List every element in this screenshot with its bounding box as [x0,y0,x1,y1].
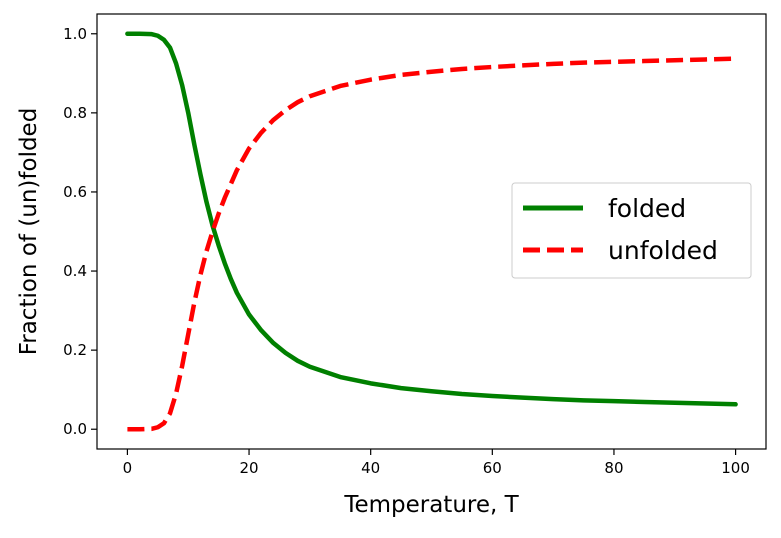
legend-label-folded: folded [608,194,686,223]
plot-area-frame [96,13,767,450]
x-tick-label: 60 [483,459,502,477]
x-axis-label: Temperature, T [343,492,519,518]
x-tick-label: 80 [604,459,623,477]
legend: folded unfolded [511,182,752,279]
series-line-folded [125,31,738,407]
series-layer [125,31,738,432]
y-axis-label: Fraction of (un)folded [16,108,42,356]
y-tick-label: 1.0 [63,25,87,43]
y-tick-label: 0.0 [63,420,87,438]
y-tick-label: 0.8 [63,104,87,122]
legend-label-unfolded: unfolded [608,236,718,265]
y-tick-label: 0.4 [63,262,87,280]
x-tick-label: 100 [721,459,750,477]
x-tick-label: 0 [123,459,133,477]
y-tick-label: 0.2 [63,341,87,359]
y-tick-label: 0.6 [63,183,87,201]
series-line-unfolded [127,56,736,432]
x-tick-label: 40 [361,459,380,477]
ticks-layer: 0 20 40 60 80 100 0.0 0.2 0.4 0.6 0.8 1.0 [63,25,750,477]
x-tick-label: 20 [239,459,258,477]
